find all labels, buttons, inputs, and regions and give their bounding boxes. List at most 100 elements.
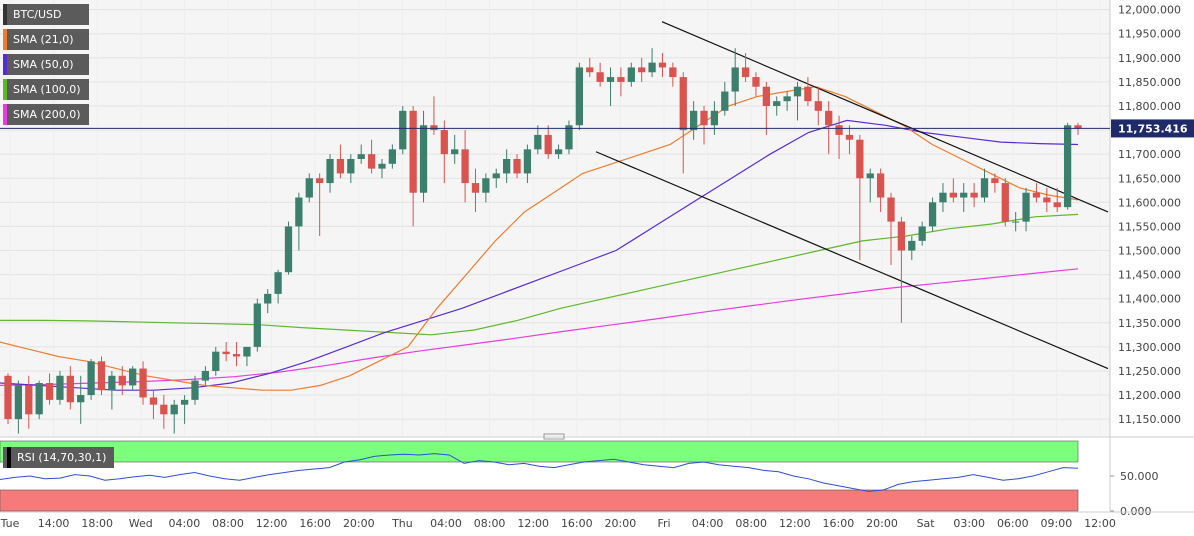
candle-body [264, 293, 272, 304]
candle-body [191, 380, 199, 400]
legend-label: SMA (100,0) [13, 83, 81, 96]
candle-body [87, 361, 95, 396]
legend-label: SMA (200,0) [13, 108, 81, 121]
candle-body [326, 158, 334, 184]
candle-body [679, 77, 687, 131]
current-price-badge [1111, 119, 1194, 138]
candle-body [367, 154, 376, 169]
time-tick-label: Fri [657, 517, 670, 530]
lower-trendline [595, 151, 1109, 370]
rsi-swatch [7, 447, 11, 468]
price-panel [0, 0, 1194, 440]
time-tick-label: 20:00 [866, 517, 898, 530]
candle-body [305, 178, 313, 198]
price-tick-label: 11,900.000 [1118, 52, 1181, 65]
price-tick-label: 11,300.000 [1118, 341, 1181, 354]
price-tick-label: 11,250.000 [1118, 365, 1181, 378]
candle-body [1022, 192, 1030, 222]
legend-swatch [3, 79, 7, 100]
price-tick-label: 11,150.000 [1118, 413, 1181, 426]
candle-body [118, 375, 126, 386]
candle-body [710, 110, 719, 126]
candle-body [347, 158, 355, 174]
candle-body [544, 134, 552, 155]
candle-body [814, 101, 822, 111]
current-price-line: 11,753.416 [0, 119, 1194, 138]
candle-body [25, 385, 33, 415]
candle-body [835, 125, 843, 135]
candle-body [876, 173, 885, 198]
candle-body [939, 192, 947, 203]
candle-body [222, 351, 230, 355]
candle-body [461, 149, 469, 184]
candle-body [887, 197, 895, 222]
legend-item: BTC/USD [3, 4, 89, 25]
candle-body [430, 125, 438, 131]
price-tick-label: 12,000.000 [1118, 4, 1181, 17]
legend-swatch [3, 4, 7, 25]
candle-body [752, 77, 760, 87]
candle-body [1074, 125, 1082, 129]
candle-body [139, 368, 147, 398]
candle-body [170, 404, 178, 415]
time-tick-label: 16:00 [561, 517, 593, 530]
candle-body [523, 149, 532, 174]
price-tick-label: 11,800.000 [1118, 100, 1181, 113]
candle-body [201, 370, 210, 381]
candle-body [825, 110, 833, 126]
time-tick-label: Sat [917, 517, 936, 530]
time-tick-label: 08:00 [212, 517, 244, 530]
time-tick-label: 16:00 [823, 517, 855, 530]
time-tick-label: 18:00 [81, 517, 113, 530]
candle-body [762, 86, 770, 106]
candle-body [1053, 202, 1061, 208]
candle-body [160, 404, 168, 415]
rsi-tick-label: 50.000 [1120, 470, 1159, 483]
time-tick-label: Tue [0, 517, 20, 530]
candle-body [77, 395, 85, 403]
time-tick-label: Thu [391, 517, 413, 530]
candle-body [658, 62, 667, 68]
candle-body [440, 130, 448, 155]
candle-body [804, 86, 812, 102]
candle-body [918, 226, 926, 241]
candle-body [295, 197, 303, 227]
candle-body [149, 397, 158, 405]
candle-body [1001, 183, 1009, 222]
candle-body [1032, 192, 1041, 198]
price-tick-label: 11,950.000 [1118, 28, 1181, 41]
legend-swatch [3, 104, 7, 125]
candle-body [243, 346, 251, 357]
legend-swatch [3, 29, 7, 50]
candle-body [316, 178, 324, 184]
legend-item: SMA (100,0) [3, 79, 89, 100]
candle-body [586, 67, 594, 73]
candle-body [970, 192, 978, 198]
candle-body [492, 173, 500, 179]
candle-body [482, 178, 490, 193]
time-tick-label: 06:00 [997, 517, 1029, 530]
indicator-legend: BTC/USD SMA (21,0) SMA (50,0) SMA (100,0) SM… [3, 4, 89, 125]
candle-body [793, 86, 802, 97]
rsi-line [0, 453, 1079, 492]
legend-item: SMA (50,0) [3, 54, 89, 75]
candle-body [721, 91, 729, 111]
time-tick-label: 12:00 [1084, 517, 1116, 530]
candle-body [1063, 125, 1072, 208]
candle-body [731, 67, 739, 92]
price-tick-label: 11,850.000 [1118, 76, 1181, 89]
candle-body [617, 77, 625, 82]
candle-body [638, 67, 646, 73]
price-panel-bg [0, 0, 1110, 436]
candle-body [274, 272, 282, 294]
rsi-overbought-zone [0, 440, 1079, 463]
sma-200-line [0, 268, 1079, 386]
time-tick-label: 16:00 [299, 517, 331, 530]
candle-body [669, 67, 677, 78]
legend-label: SMA (50,0) [13, 58, 74, 71]
candle-body [471, 183, 480, 193]
candle-body [960, 192, 968, 198]
candle-body [648, 62, 656, 73]
time-tick-label: 09:00 [1041, 517, 1073, 530]
grid-lines [0, 9, 1110, 420]
